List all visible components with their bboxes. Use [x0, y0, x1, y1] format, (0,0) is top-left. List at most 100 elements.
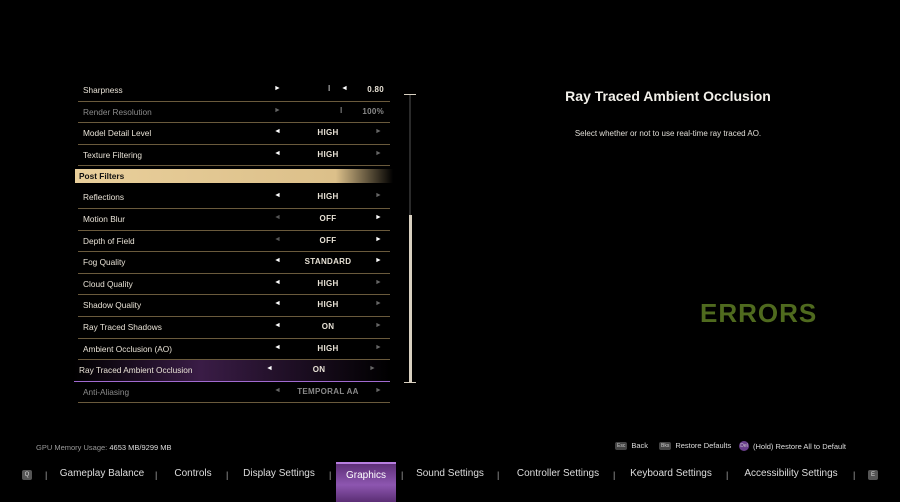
right-arrow-icon[interactable]: ► — [375, 235, 382, 243]
setting-value: HIGH — [317, 149, 339, 159]
delete-key-icon: Del — [739, 441, 749, 451]
hint-restore-defaults-label: Restore Defaults — [675, 441, 732, 450]
tab-keyboard-settings[interactable]: Keyboard Settings — [630, 468, 712, 479]
description-text: Select whether or not to use real-time r… — [574, 129, 762, 138]
slider-marker-icon[interactable]: I — [328, 84, 331, 93]
setting-label: Cloud Quality — [83, 278, 133, 289]
tab-separator: | — [726, 470, 729, 480]
hint-restore-defaults[interactable]: Bks Restore Defaults — [659, 441, 731, 450]
setting-label: Motion Blur — [83, 213, 125, 224]
tab-sound-settings[interactable]: Sound Settings — [416, 468, 484, 479]
tab-separator: | — [853, 470, 856, 480]
hint-back[interactable]: Esc Back — [615, 441, 648, 450]
right-arrow-icon[interactable]: ► — [375, 192, 382, 200]
esc-key-icon: Esc — [615, 441, 628, 450]
setting-label: Ambient Occlusion (AO) — [83, 343, 172, 354]
right-arrow-icon[interactable]: ► — [375, 128, 382, 136]
right-arrow-icon[interactable]: ► — [375, 386, 382, 394]
setting-row-texture-filtering[interactable]: Texture Filtering ◄ HIGH ► — [78, 145, 390, 167]
right-arrow-icon[interactable]: ► — [375, 300, 382, 308]
gpu-memory-value: 4653 MB/9299 MB — [109, 443, 172, 452]
hint-restore-all[interactable]: Del (Hold) Restore All to Default — [739, 441, 846, 451]
setting-row-model-detail-level[interactable]: Model Detail Level ◄ HIGH ► — [78, 123, 390, 145]
setting-label: Depth of Field — [83, 235, 135, 246]
setting-value: OFF — [319, 235, 337, 245]
setting-label: Shadow Quality — [83, 300, 142, 311]
tab-controls[interactable]: Controls — [174, 468, 212, 479]
setting-value: 0.80 — [367, 85, 384, 94]
left-arrow-icon[interactable]: ◄ — [274, 192, 281, 200]
right-arrow-icon[interactable]: ► — [274, 106, 281, 114]
tab-separator: | — [45, 470, 48, 480]
setting-row-fog-quality[interactable]: Fog Quality ◄ STANDARD ► — [78, 252, 390, 274]
tab-separator: | — [329, 470, 332, 480]
setting-row-ray-traced-shadows[interactable]: Ray Traced Shadows ◄ ON ► — [78, 317, 390, 339]
left-arrow-icon[interactable]: ◄ — [274, 343, 281, 351]
hint-restore-all-label: (Hold) Restore All to Default — [753, 441, 846, 451]
left-arrow-icon[interactable]: ◄ — [274, 128, 281, 136]
tab-separator: | — [613, 470, 616, 480]
left-arrow-icon[interactable]: ◄ — [274, 300, 281, 308]
setting-value: OFF — [319, 213, 337, 223]
setting-row-ambient-occlusion[interactable]: Ambient Occlusion (AO) ◄ HIGH ► — [78, 339, 390, 361]
setting-row-cloud-quality[interactable]: Cloud Quality ◄ HIGH ► — [78, 274, 390, 296]
setting-label: Texture Filtering — [83, 149, 143, 160]
tab-controller-settings[interactable]: Controller Settings — [516, 468, 600, 479]
setting-value: TEMPORAL AA — [297, 386, 359, 396]
setting-label: Fog Quality — [83, 257, 126, 268]
section-header-post-filters: Post Filters — [75, 169, 393, 184]
setting-row-motion-blur[interactable]: Motion Blur ◄ OFF ► — [78, 209, 390, 231]
left-arrow-icon[interactable]: ◄ — [341, 85, 348, 92]
settings-tab-bar: Q | Gameplay Balance | Controls | Displa… — [0, 462, 900, 502]
setting-row-reflections[interactable]: Reflections ◄ HIGH ► — [78, 187, 390, 209]
setting-row-render-resolution[interactable]: Render Resolution ► I 100% — [78, 102, 390, 124]
setting-value: HIGH — [317, 300, 339, 310]
e-key-icon[interactable]: E — [868, 470, 878, 480]
setting-row-anti-aliasing[interactable]: Anti-Aliasing ◄ TEMPORAL AA ► — [78, 382, 390, 404]
setting-label: Anti-Aliasing — [83, 386, 130, 397]
backspace-key-icon: Bks — [659, 441, 672, 450]
scrollbar-cap-top — [404, 94, 416, 95]
gpu-memory-usage: GPU Memory Usage: 4653 MB/9299 MB — [36, 443, 172, 452]
setting-value: HIGH — [317, 343, 339, 353]
setting-value: ON — [312, 365, 326, 375]
right-arrow-icon[interactable]: ► — [375, 321, 382, 329]
right-arrow-icon[interactable]: ► — [375, 149, 382, 157]
tab-separator: | — [155, 470, 158, 480]
setting-value: STANDARD — [304, 257, 352, 267]
setting-label: Render Resolution — [83, 106, 152, 117]
scrollbar-thumb[interactable] — [409, 215, 412, 382]
left-arrow-icon[interactable]: ◄ — [266, 365, 273, 373]
q-key-icon[interactable]: Q — [22, 470, 32, 480]
setting-row-depth-of-field[interactable]: Depth of Field ◄ OFF ► — [78, 231, 390, 253]
gpu-memory-label: GPU Memory Usage: — [36, 443, 108, 452]
setting-label: Model Detail Level — [83, 128, 152, 139]
tab-gameplay-balance[interactable]: Gameplay Balance — [59, 468, 145, 479]
setting-label: Reflections — [83, 192, 125, 203]
right-arrow-icon[interactable]: ► — [375, 278, 382, 286]
left-arrow-icon[interactable]: ◄ — [274, 235, 281, 243]
setting-row-ray-traced-ambient-occlusion[interactable]: Ray Traced Ambient Occlusion ◄ ON ► — [74, 360, 390, 382]
setting-label: Ray Traced Ambient Occlusion — [79, 365, 193, 376]
left-arrow-icon[interactable]: ◄ — [274, 321, 281, 329]
watermark-logo: ERRORS — [700, 298, 818, 328]
left-arrow-icon[interactable]: ◄ — [274, 213, 281, 221]
left-arrow-icon[interactable]: ◄ — [274, 386, 281, 394]
right-arrow-icon[interactable]: ► — [369, 365, 376, 373]
left-arrow-icon[interactable]: ► — [274, 85, 281, 92]
left-arrow-icon[interactable]: ◄ — [274, 149, 281, 157]
tab-accessibility-settings[interactable]: Accessibility Settings — [744, 468, 838, 479]
right-arrow-icon[interactable]: ► — [375, 257, 382, 265]
tab-separator: | — [226, 470, 229, 480]
left-arrow-icon[interactable]: ◄ — [274, 278, 281, 286]
right-arrow-icon[interactable]: ► — [375, 343, 382, 351]
tab-separator: | — [497, 470, 500, 480]
left-arrow-icon[interactable]: ◄ — [274, 257, 281, 265]
right-arrow-icon[interactable]: ► — [375, 213, 382, 221]
description-title: Ray Traced Ambient Occlusion — [565, 88, 771, 104]
tab-graphics[interactable]: Graphics — [336, 462, 396, 502]
slider-marker-icon[interactable]: I — [340, 105, 343, 115]
tab-display-settings[interactable]: Display Settings — [243, 468, 315, 479]
setting-row-sharpness[interactable]: Sharpness ► I ◄ 0.80 — [78, 80, 390, 102]
setting-row-shadow-quality[interactable]: Shadow Quality ◄ HIGH ► — [78, 295, 390, 317]
